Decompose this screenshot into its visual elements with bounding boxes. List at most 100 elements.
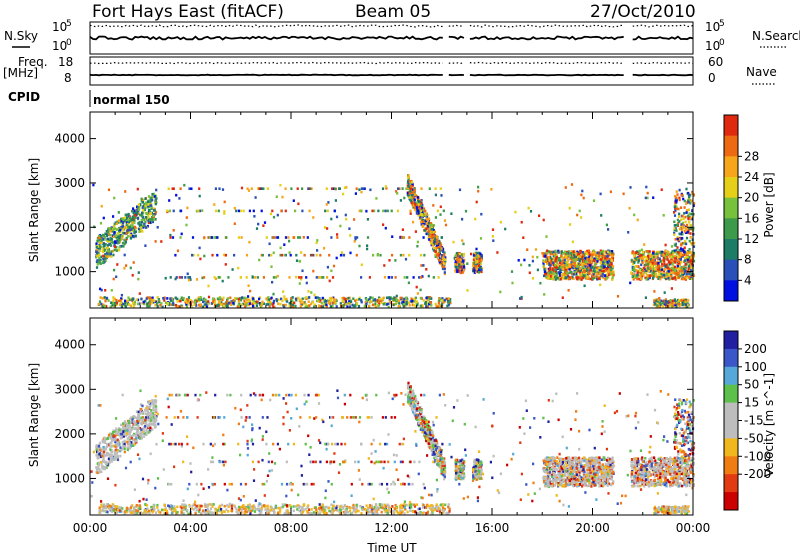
- heatmap-cell: [562, 257, 565, 260]
- heatmap-cell: [609, 253, 612, 257]
- heatmap-cell: [132, 261, 135, 264]
- heatmap-cell: [598, 266, 601, 270]
- heatmap-cell: [97, 245, 100, 248]
- heatmap-cell: [520, 297, 523, 300]
- heatmap-cell: [292, 505, 295, 508]
- heatmap-cell: [169, 297, 172, 300]
- heatmap-cell: [418, 209, 421, 212]
- heatmap-cell: [662, 257, 665, 260]
- heatmap-cell: [320, 305, 323, 308]
- heatmap-cell: [140, 512, 144, 515]
- heatmap-cell: [298, 282, 301, 285]
- heatmap-cell: [217, 303, 220, 306]
- heatmap-cell: [653, 290, 656, 293]
- heatmap-cell: [284, 503, 287, 507]
- heatmap-cell: [368, 304, 371, 308]
- heatmap-cell: [686, 254, 689, 257]
- heatmap-cell: [291, 296, 294, 299]
- heatmap-cell: [134, 230, 137, 233]
- heatmap-cell: [104, 232, 107, 236]
- heatmap-cell: [200, 298, 203, 301]
- heatmap-cell: [245, 276, 248, 279]
- heatmap-cell: [394, 259, 397, 262]
- heatmap-cell: [585, 260, 588, 264]
- heatmap-cell: [444, 223, 448, 227]
- heatmap-cell: [126, 216, 129, 219]
- heatmap-cell: [683, 301, 686, 304]
- heatmap-cell: [299, 301, 302, 305]
- heatmap-cell: [677, 251, 680, 254]
- heatmap-cell: [596, 260, 599, 263]
- heatmap-cell: [360, 209, 363, 213]
- heatmap-cell: [439, 303, 442, 307]
- heatmap-cell: [591, 277, 594, 281]
- heatmap-cell: [593, 270, 597, 273]
- heatmap-cell: [411, 191, 414, 194]
- heatmap-cell: [480, 254, 483, 257]
- heatmap-cell: [233, 253, 236, 257]
- heatmap-cell: [631, 275, 634, 278]
- heatmap-cell: [336, 509, 339, 512]
- heatmap-cell: [656, 266, 659, 269]
- heatmap-cell: [100, 204, 103, 208]
- heatmap-cell: [588, 264, 591, 267]
- heatmap-cell: [575, 264, 578, 267]
- heatmap-cell: [179, 505, 182, 508]
- heatmap-cell: [283, 243, 286, 246]
- heatmap-cell: [634, 257, 638, 260]
- heatmap-cell: [349, 251, 352, 255]
- heatmap-cell: [167, 504, 170, 507]
- heatmap-cell: [427, 274, 430, 278]
- heatmap-cell: [331, 276, 335, 279]
- heatmap-cell: [129, 304, 133, 308]
- heatmap-cell: [689, 274, 692, 277]
- heatmap-cell: [376, 512, 379, 516]
- heatmap-cell: [124, 305, 127, 308]
- heatmap-cell: [282, 303, 286, 307]
- heatmap-cell: [679, 266, 682, 269]
- heatmap-cell: [297, 236, 300, 239]
- heatmap-cell: [549, 263, 552, 267]
- heatmap-cell: [678, 254, 681, 257]
- heatmap-cell: [670, 299, 673, 303]
- heatmap-cell: [144, 220, 147, 224]
- heatmap-cell: [679, 206, 683, 209]
- heatmap-cell: [153, 207, 156, 211]
- heatmap-cell: [584, 275, 587, 279]
- heatmap-cell: [292, 509, 295, 513]
- heatmap-cell: [324, 209, 327, 213]
- heatmap-cell: [678, 257, 681, 260]
- heatmap-cell: [272, 215, 276, 219]
- heatmap-cell: [559, 274, 562, 277]
- heatmap-cell: [476, 260, 479, 263]
- heatmap-cell: [197, 209, 200, 213]
- heatmap-cell: [649, 255, 652, 258]
- heatmap-cell: [401, 228, 404, 231]
- heatmap-cell: [666, 265, 669, 268]
- heatmap-cell: [156, 302, 159, 305]
- heatmap-cell: [650, 254, 653, 258]
- heatmap-cell: [542, 264, 545, 267]
- heatmap-cell: [421, 305, 424, 309]
- heatmap-cell: [289, 253, 292, 257]
- heatmap-cell: [598, 254, 601, 258]
- heatmap-cell: [261, 253, 264, 257]
- heatmap-cell: [434, 187, 437, 190]
- heatmap-cell: [409, 212, 412, 215]
- heatmap-cell: [144, 206, 147, 210]
- heatmap-cell: [131, 209, 134, 213]
- heatmap-cell: [438, 242, 441, 245]
- heatmap-cell: [121, 224, 125, 228]
- heatmap-cell: [229, 296, 232, 300]
- heatmap-cell: [680, 260, 683, 264]
- heatmap-cell: [226, 298, 229, 302]
- heatmap-cell: [136, 208, 139, 211]
- heatmap-cell: [688, 260, 691, 263]
- heatmap-cell: [635, 276, 638, 279]
- heatmap-cell: [435, 503, 438, 506]
- heatmap-cell: [171, 236, 175, 239]
- heatmap-cell: [104, 504, 107, 508]
- heatmap-cell: [643, 255, 646, 258]
- heatmap-cell: [203, 299, 206, 303]
- heatmap-cell: [675, 205, 678, 208]
